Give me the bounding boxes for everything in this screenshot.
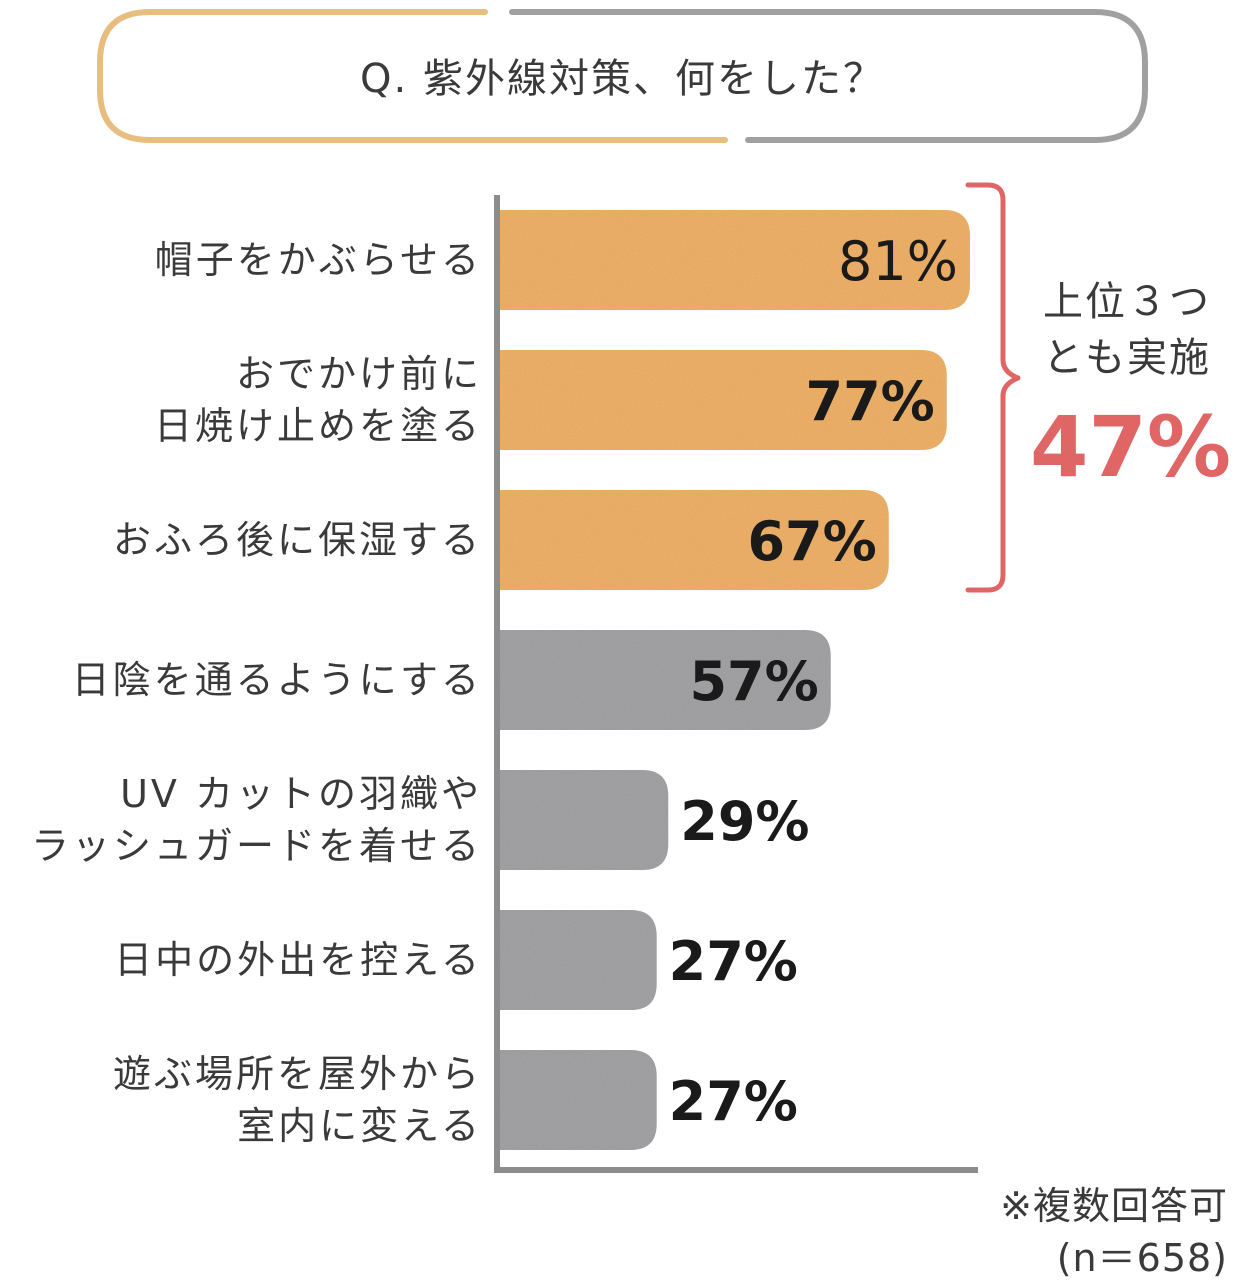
category-label-1: 帽子をかぶらせる	[155, 234, 482, 286]
category-label-2-line-2: 日焼け止めを塗る	[153, 404, 482, 448]
title-frame-right	[509, 9, 1148, 143]
bar-value-label-5: 29%	[680, 790, 809, 853]
category-label-2: おでかけ前に日焼け止めを塗る	[154, 348, 482, 452]
bar-value-label-7: 27%	[669, 1070, 798, 1133]
category-label-7-line-1: 遊ぶ場所を屋外から	[112, 1052, 482, 1096]
category-label-7: 遊ぶ場所を屋外から室内に変える	[113, 1048, 482, 1152]
category-label-5: UV カットの羽織やラッシュガードを着せる	[31, 768, 482, 872]
bar-3	[500, 490, 889, 590]
category-label-5-line-1: UV カットの羽織や	[120, 772, 482, 816]
footnote-multiple-answers: ※複数回答可	[1000, 1184, 1228, 1228]
bar-4	[500, 630, 831, 730]
bar-value-label-6: 27%	[669, 930, 798, 993]
category-label-4-line-1: 日陰を通るようにする	[71, 658, 482, 702]
bar-value-label-2: 77%	[806, 370, 935, 433]
category-label-5-line-2: ラッシュガードを着せる	[30, 824, 482, 868]
summary-label-line-1: 上位３つ	[1043, 279, 1211, 325]
title-frame-left	[97, 9, 728, 143]
category-label-3-line-1: おふろ後に保湿する	[112, 518, 482, 562]
bar-2	[500, 350, 947, 450]
bars-layer: 81% 77% 67% 57% 29% 27% 27%	[500, 210, 970, 1150]
top3-bracket	[965, 182, 1021, 593]
category-label-7-line-2: 室内に変える	[237, 1104, 482, 1148]
bar-value-label-1: 81%	[838, 230, 958, 293]
bar-5	[500, 770, 669, 870]
bar-value-label-3: 67%	[747, 510, 876, 573]
category-label-2-line-1: おでかけ前に	[235, 352, 482, 396]
bar-6	[500, 910, 657, 1010]
category-label-4: 日陰を通るようにする	[72, 654, 482, 706]
category-label-1-line-1: 帽子をかぶらせる	[154, 238, 482, 282]
bar-value-label-4: 57%	[689, 650, 818, 713]
bar-7	[500, 1050, 657, 1150]
category-label-6-line-1: 日中の外出を控える	[114, 938, 482, 982]
chart-title: Q. 紫外線対策、何をした？	[360, 56, 885, 102]
category-label-3: おふろ後に保湿する	[113, 514, 482, 566]
summary-value: 47%	[1030, 398, 1232, 496]
footnote-sample-size: (n＝658)	[1056, 1236, 1228, 1280]
category-label-6: 日中の外出を控える	[114, 934, 482, 986]
bar-1	[500, 210, 970, 310]
summary-label-line-2: とも実施	[1043, 335, 1211, 381]
